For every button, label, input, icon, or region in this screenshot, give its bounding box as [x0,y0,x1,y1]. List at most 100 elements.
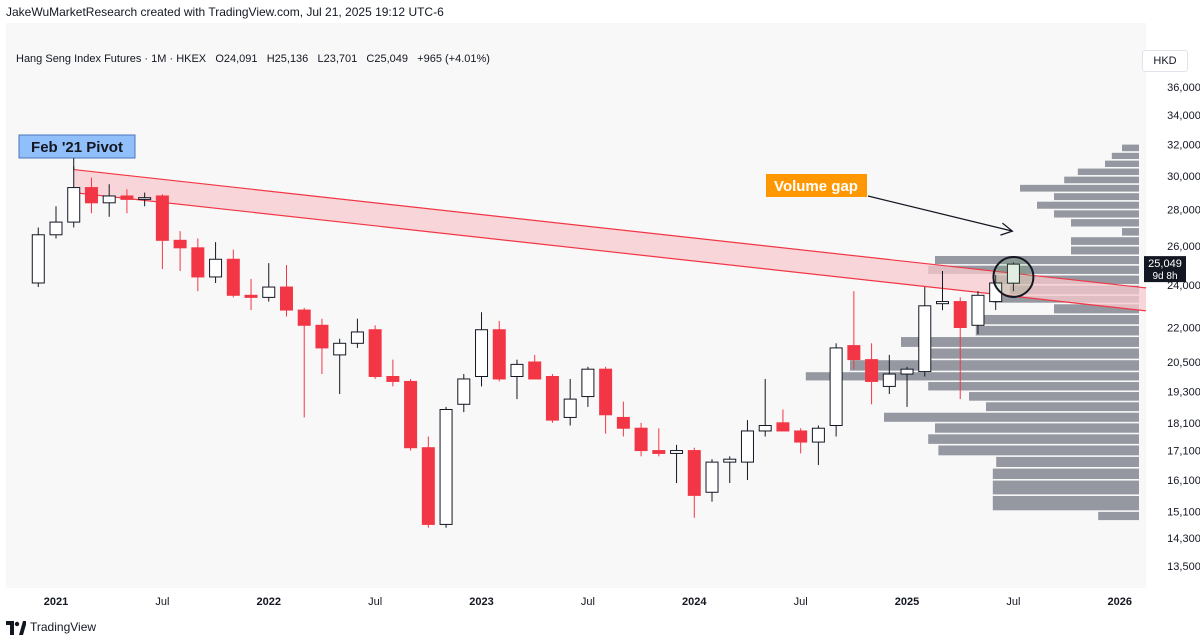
candle [900,366,914,407]
volume-profile-bar [996,456,1139,467]
x-tick-label: 2023 [469,596,493,608]
volume-profile-bar [928,382,1139,391]
candle [599,366,613,434]
volume-profile-bar [1071,246,1139,255]
y-tick-label: 14,300 [1167,533,1200,545]
candle [350,318,364,348]
y-tick-label: 15,100 [1167,506,1200,518]
candle-body [971,294,985,326]
candle-body [404,380,418,449]
volume-profile-bar [884,412,1139,422]
candle [847,291,861,370]
candle-body [953,301,967,329]
candlestick-chart[interactable]: 36,000 34,000 32,000 30,000 28,000 26,000 24,0… [0,23,1200,611]
symbol-title: Hang Seng Index Futures · 1M · HKEX [16,53,207,65]
candle-body [545,376,559,421]
candle-body [670,450,684,454]
candle [421,436,435,528]
x-tick-label: 2025 [895,596,919,608]
channel-lower-line [73,191,1147,312]
candle [173,231,187,271]
volume-profile-bar [1122,228,1139,236]
chart-area[interactable]: 36,000 34,000 32,000 30,000 28,000 26,000 24,0… [0,23,1200,611]
symbol-legend: Hang Seng Index Futures · 1M · HKEX O24,… [16,53,490,65]
candle-body [758,425,772,432]
candle-body [528,361,542,380]
candle-body [226,258,240,296]
candle [953,297,967,400]
candle-body [1006,263,1020,284]
candle-body [421,447,435,525]
candle-body [936,301,949,305]
candle [670,444,684,484]
y-tick-label: 24,000 [1167,280,1200,292]
volume-gap-label: Volume gap [766,174,1014,236]
currency-button[interactable]: HKD [1142,50,1188,72]
pivot-label: Feb '21 Pivot [18,134,136,170]
candle [971,291,985,335]
candle [510,359,524,400]
candle [989,274,1003,311]
tradingview-logo-icon [6,621,26,635]
volume-gap-arrowhead [1000,222,1014,236]
y-tick-label: 22,000 [1167,323,1200,335]
candle-body [634,427,648,452]
x-tick-label: Jul [581,596,595,608]
y-tick-label: 17,100 [1167,446,1200,458]
candle [687,447,701,518]
candle-body [581,368,595,398]
candle-body [457,378,471,405]
candle [616,401,630,437]
candle-body [297,309,311,326]
volume-profile-bar [986,402,1139,412]
candle-body [847,345,861,361]
candle-body [315,324,329,349]
candle-body [350,331,364,344]
volume-profile-bar [992,468,1139,479]
last-price-box [1144,256,1186,283]
candle [882,354,896,394]
candle-body [262,286,276,298]
volume-profile-bar [1071,237,1139,245]
candle [776,409,790,432]
volume-profile-bar [1071,219,1139,227]
legend-change: +965 (+4.01%) [417,53,490,65]
volume-profile-bar [1098,511,1139,521]
pivot-label-box [18,134,136,159]
volume-profile-bar [938,445,1139,456]
candle-body [599,368,613,416]
legend-high: H25,136 [266,53,309,65]
y-tick-label: 16,100 [1167,475,1200,487]
candle-body [209,258,223,278]
candle-body [723,458,737,463]
candle [67,166,81,228]
candle [368,325,382,379]
x-tick-label: 2026 [1108,596,1132,608]
candle-body [67,187,81,223]
candle [226,249,240,298]
volume-profile-bar [1077,168,1139,176]
candle-body [776,422,790,432]
candle-body [563,398,577,418]
candle-body [84,187,98,204]
candle-body [120,195,134,200]
candle-body [279,286,293,311]
volume-profile-bar [928,434,1139,444]
candle-body [31,234,45,284]
pivot-label-text: Feb '21 Pivot [31,139,123,156]
candle-body [173,239,187,249]
volume-profile-bar [935,256,1139,265]
volume-profile-bar [1054,193,1139,201]
candle [457,374,471,413]
candle [528,354,542,380]
y-tick-label: 32,000 [1167,140,1200,152]
candle [705,459,719,502]
y-tick-label: 30,000 [1167,171,1200,183]
x-tick-label: Jul [794,596,808,608]
chart-credit: JakeWuMarketResearch created with Tradin… [6,5,444,19]
x-tick-label: 2024 [682,596,707,608]
volume-profile-bar [1020,184,1139,192]
candle-body [475,329,489,378]
candle-body [705,461,719,493]
candle-body [368,329,382,378]
